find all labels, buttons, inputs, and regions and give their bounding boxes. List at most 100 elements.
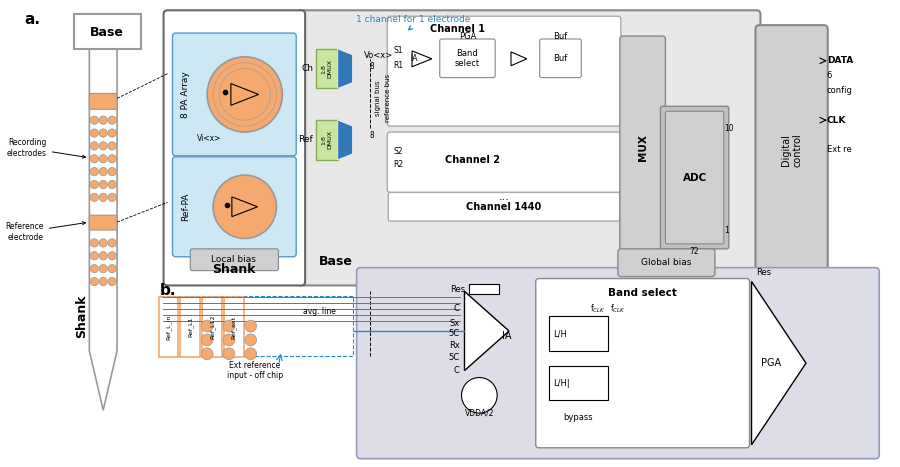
Circle shape — [108, 193, 116, 202]
Polygon shape — [338, 49, 353, 88]
Text: Res: Res — [450, 285, 465, 294]
Text: 1 channel for 1 electrode: 1 channel for 1 electrode — [356, 14, 470, 29]
Text: a.: a. — [24, 12, 40, 27]
FancyBboxPatch shape — [173, 33, 296, 156]
Circle shape — [90, 129, 98, 137]
FancyBboxPatch shape — [173, 157, 296, 257]
Polygon shape — [752, 282, 806, 445]
Text: Digital
control: Digital control — [781, 134, 803, 167]
Text: S1: S1 — [393, 46, 403, 56]
FancyBboxPatch shape — [536, 278, 750, 448]
Text: L/H|: L/H| — [554, 379, 571, 388]
Text: 72: 72 — [689, 248, 699, 256]
Text: PGA: PGA — [459, 32, 476, 41]
Circle shape — [223, 320, 235, 332]
Text: Ref_L12: Ref_L12 — [209, 315, 215, 340]
Text: VDDA/2: VDDA/2 — [464, 409, 494, 417]
FancyBboxPatch shape — [164, 10, 305, 285]
FancyBboxPatch shape — [89, 93, 117, 109]
Text: avg. line: avg. line — [303, 307, 336, 316]
Polygon shape — [412, 51, 432, 67]
FancyBboxPatch shape — [618, 249, 715, 276]
Circle shape — [90, 252, 98, 260]
Circle shape — [213, 175, 276, 239]
Circle shape — [90, 193, 98, 202]
Text: 1:8
DMUX: 1:8 DMUX — [321, 59, 332, 78]
Text: S2: S2 — [393, 148, 403, 156]
Text: 10: 10 — [724, 124, 733, 133]
Text: DATA: DATA — [827, 57, 853, 65]
Polygon shape — [464, 291, 509, 371]
FancyBboxPatch shape — [202, 297, 222, 357]
FancyBboxPatch shape — [388, 192, 620, 221]
Circle shape — [99, 116, 107, 124]
FancyBboxPatch shape — [620, 36, 665, 260]
Circle shape — [108, 155, 116, 163]
Text: signal bus: signal bus — [375, 81, 382, 116]
Circle shape — [108, 129, 116, 137]
Polygon shape — [232, 197, 257, 217]
Text: Sx: Sx — [449, 318, 460, 327]
Circle shape — [207, 57, 283, 132]
Text: Ext reference
input - off chip: Ext reference input - off chip — [227, 361, 283, 380]
Circle shape — [108, 116, 116, 124]
Circle shape — [99, 277, 107, 286]
Text: Base: Base — [90, 26, 124, 39]
Circle shape — [99, 252, 107, 260]
Circle shape — [223, 334, 235, 346]
Text: bypass: bypass — [563, 413, 593, 422]
Circle shape — [90, 155, 98, 163]
Polygon shape — [89, 49, 117, 410]
Bar — [74, 14, 140, 49]
FancyBboxPatch shape — [190, 249, 278, 270]
Circle shape — [90, 180, 98, 189]
FancyBboxPatch shape — [661, 106, 729, 249]
Circle shape — [108, 142, 116, 150]
Circle shape — [108, 168, 116, 176]
Text: 5C: 5C — [448, 353, 460, 362]
Text: Channel 2: Channel 2 — [445, 155, 500, 165]
FancyBboxPatch shape — [316, 120, 338, 160]
Text: CLK: CLK — [827, 116, 846, 125]
Text: Base: Base — [319, 255, 353, 268]
FancyBboxPatch shape — [387, 16, 621, 126]
Circle shape — [245, 334, 256, 346]
Text: Ref_L1: Ref_L1 — [187, 317, 194, 337]
Circle shape — [99, 142, 107, 150]
Text: config: config — [827, 86, 852, 95]
Text: Ref: Ref — [298, 135, 313, 144]
Text: C: C — [454, 304, 460, 313]
Circle shape — [90, 264, 98, 273]
Polygon shape — [511, 52, 526, 66]
Text: Rx: Rx — [449, 341, 460, 350]
Polygon shape — [231, 84, 258, 106]
Text: Shank: Shank — [75, 294, 88, 338]
Circle shape — [90, 168, 98, 176]
Text: C: C — [454, 366, 460, 375]
Circle shape — [90, 239, 98, 247]
Circle shape — [245, 320, 256, 332]
Circle shape — [108, 239, 116, 247]
Circle shape — [223, 348, 235, 360]
Text: ...: ... — [499, 192, 509, 202]
Text: reference bus: reference bus — [385, 74, 392, 122]
Bar — [549, 316, 608, 351]
Text: f$_{CLK}$: f$_{CLK}$ — [590, 303, 606, 316]
Text: ADC: ADC — [682, 173, 707, 183]
FancyBboxPatch shape — [356, 268, 879, 459]
Text: Ref_ext: Ref_ext — [231, 316, 237, 339]
Text: Channel 1440: Channel 1440 — [466, 202, 542, 212]
Circle shape — [99, 239, 107, 247]
Circle shape — [108, 252, 116, 260]
Text: Ref_L_in: Ref_L_in — [166, 314, 171, 340]
Circle shape — [99, 155, 107, 163]
Circle shape — [108, 264, 116, 273]
FancyBboxPatch shape — [665, 111, 724, 244]
Bar — [159, 297, 353, 356]
FancyBboxPatch shape — [89, 215, 117, 230]
Text: f$_{CLK}$: f$_{CLK}$ — [610, 303, 626, 316]
Text: Ref-PA: Ref-PA — [181, 192, 190, 221]
Text: PGA: PGA — [761, 358, 781, 368]
Text: IA: IA — [410, 54, 418, 64]
FancyBboxPatch shape — [158, 297, 178, 357]
